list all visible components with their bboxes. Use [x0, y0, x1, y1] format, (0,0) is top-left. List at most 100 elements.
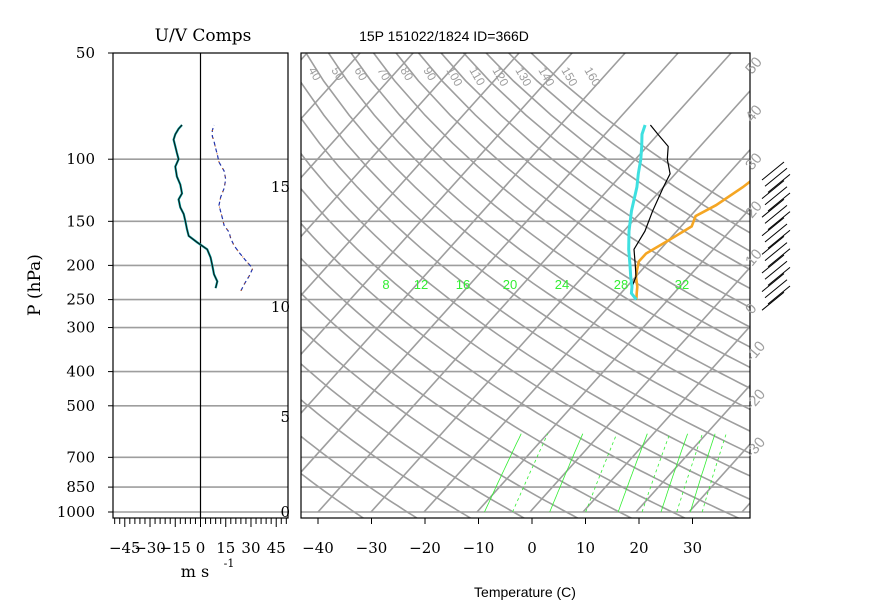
uv-y-tick-label: 250	[66, 291, 95, 309]
mixing-ratio-line	[512, 433, 549, 513]
uv-y-ticks: 50 100 150 200 250 300 400 500 700 850 1000	[57, 44, 113, 521]
uv-series	[172, 124, 254, 292]
theta-label: 120	[489, 65, 511, 90]
wind-barb	[761, 291, 785, 311]
dry-adiabat	[372, 53, 750, 348]
uv-y-axis-label: P (hPa)	[25, 254, 45, 316]
uv-y-tick-label: 200	[66, 256, 95, 274]
theta-label: 90	[420, 65, 439, 84]
wind-barb	[764, 223, 788, 243]
theta-label: 40	[305, 65, 324, 84]
dry-adiabat-label: 20	[742, 198, 766, 222]
dry-adiabat	[301, 81, 750, 432]
uv-x-tick-label: −45	[109, 539, 141, 557]
uv-y-tick-label: 500	[66, 397, 95, 415]
dry-adiabat	[301, 398, 472, 518]
dry-adiabat	[301, 362, 526, 518]
profile-temperature	[634, 125, 750, 300]
height-tick-label: 5	[280, 408, 290, 426]
skewt-grid	[301, 53, 750, 518]
uv-y-tick-label: 700	[66, 448, 95, 466]
theta-label: 160	[581, 65, 603, 90]
isotherm-line	[529, 266, 750, 513]
dry-adiabat	[350, 53, 750, 369]
wind-barb	[767, 211, 791, 230]
wind-barb	[767, 174, 791, 193]
wind-barb	[761, 161, 785, 181]
dry-adiabat-label: 50	[742, 54, 766, 78]
profile-parcel	[627, 124, 647, 301]
dry-adiabat	[395, 53, 750, 328]
mixing-ratio-line	[689, 433, 716, 513]
theta-label: 140	[535, 65, 557, 90]
skewt-frame	[300, 52, 751, 519]
wind-barb	[761, 273, 785, 292]
wind-barb	[767, 267, 791, 286]
isotherm-line	[582, 325, 750, 513]
uv-y-tick-label: 100	[66, 150, 95, 168]
uv-y-tick-label: 850	[66, 478, 95, 496]
isotherm-line	[301, 53, 626, 415]
wind-barb	[767, 285, 791, 305]
uv-x-tick-label: 0	[196, 539, 206, 557]
uv-y-tick-label: 150	[66, 212, 95, 230]
uv-series-u	[173, 124, 218, 289]
isotherm-line	[301, 53, 679, 474]
height-tick-label: 0	[280, 503, 290, 521]
uv-y-tick-label: 1000	[57, 503, 95, 521]
temperature-axis-label: Temperature (C)	[474, 584, 576, 600]
mixing-ratio-label: 28	[614, 277, 628, 292]
theta-label: 70	[374, 65, 393, 84]
mixing-ratio-line	[641, 433, 671, 513]
uv-x-tick-label: −30	[134, 539, 166, 557]
dry-adiabat	[301, 116, 750, 455]
wind-barb	[761, 198, 785, 218]
dry-adiabat-label: 40	[742, 102, 766, 126]
temperature-tick-label: 30	[683, 539, 702, 557]
height-tick-label: 10	[271, 298, 290, 316]
wind-barb	[764, 260, 788, 280]
isotherm-line	[476, 207, 750, 513]
uv-y-tick-label: 400	[66, 363, 95, 381]
temperature-tick-label: 20	[629, 539, 648, 557]
mixing-ratio-label: 8	[382, 277, 389, 292]
theta-label: 60	[351, 65, 370, 84]
uv-x-tick-label: −15	[159, 539, 191, 557]
mixing-ratio-label: 20	[503, 277, 517, 292]
temperature-tick-label: 0	[527, 539, 537, 557]
theta-label: 80	[397, 65, 416, 84]
isotherm-line	[370, 89, 750, 513]
uv-panel: −45−30−15 0 15 30 45 50100150200250300400500…	[25, 44, 289, 581]
wind-barb	[764, 205, 788, 224]
dry-adiabat	[305, 53, 750, 411]
dry-adiabat	[440, 53, 750, 290]
wind-barb	[764, 242, 788, 261]
dry-adiabat	[301, 472, 365, 518]
dry-adiabat	[301, 187, 750, 501]
mixing-ratio-label: 24	[555, 277, 569, 292]
isotherm-line	[317, 53, 732, 513]
temperature-tick-label: −20	[409, 539, 441, 557]
mixing-ratio-line	[549, 433, 584, 513]
wind-barbs	[761, 161, 791, 311]
mixing-ratio-label: 16	[456, 277, 470, 292]
dry-adiabat-label: -10	[742, 338, 769, 366]
uv-x-axis-label-superscript: -1	[224, 557, 235, 570]
left-panel-title: U/V Comps	[155, 26, 252, 46]
wind-barb	[767, 248, 791, 268]
dry-adiabat	[301, 222, 741, 518]
temperature-tick-label: −40	[302, 539, 334, 557]
isotherm-line	[301, 53, 520, 297]
uv-x-tick-label: 30	[241, 539, 260, 557]
uv-x-tick-label: 45	[267, 539, 286, 557]
isotherm-line	[301, 53, 414, 179]
wind-barb	[767, 192, 791, 212]
dry-adiabat	[301, 257, 687, 518]
mixing-ratio-line	[660, 433, 688, 513]
mixing-ratio-line	[484, 433, 522, 513]
isotherm-line	[301, 53, 361, 120]
wind-barb	[764, 186, 788, 206]
isotherm-line	[688, 443, 750, 513]
